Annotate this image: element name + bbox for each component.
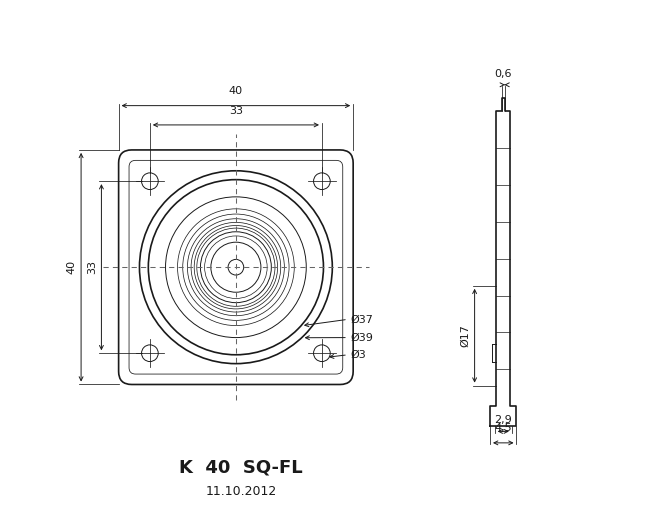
Text: 33: 33 [87, 260, 97, 274]
Text: Ø37: Ø37 [350, 314, 373, 324]
Text: 0,6: 0,6 [495, 69, 512, 79]
Text: 33: 33 [229, 105, 243, 115]
Text: 4,5: 4,5 [495, 423, 512, 433]
Text: 11.10.2012: 11.10.2012 [206, 485, 276, 498]
Text: Ø17: Ø17 [460, 324, 471, 347]
Text: K  40  SQ-FL: K 40 SQ-FL [179, 459, 303, 477]
Text: 40: 40 [67, 260, 77, 274]
Text: Ø3: Ø3 [350, 350, 366, 360]
Text: 40: 40 [229, 86, 243, 96]
Text: 2,9: 2,9 [495, 415, 512, 425]
Text: Ø39: Ø39 [350, 333, 373, 343]
